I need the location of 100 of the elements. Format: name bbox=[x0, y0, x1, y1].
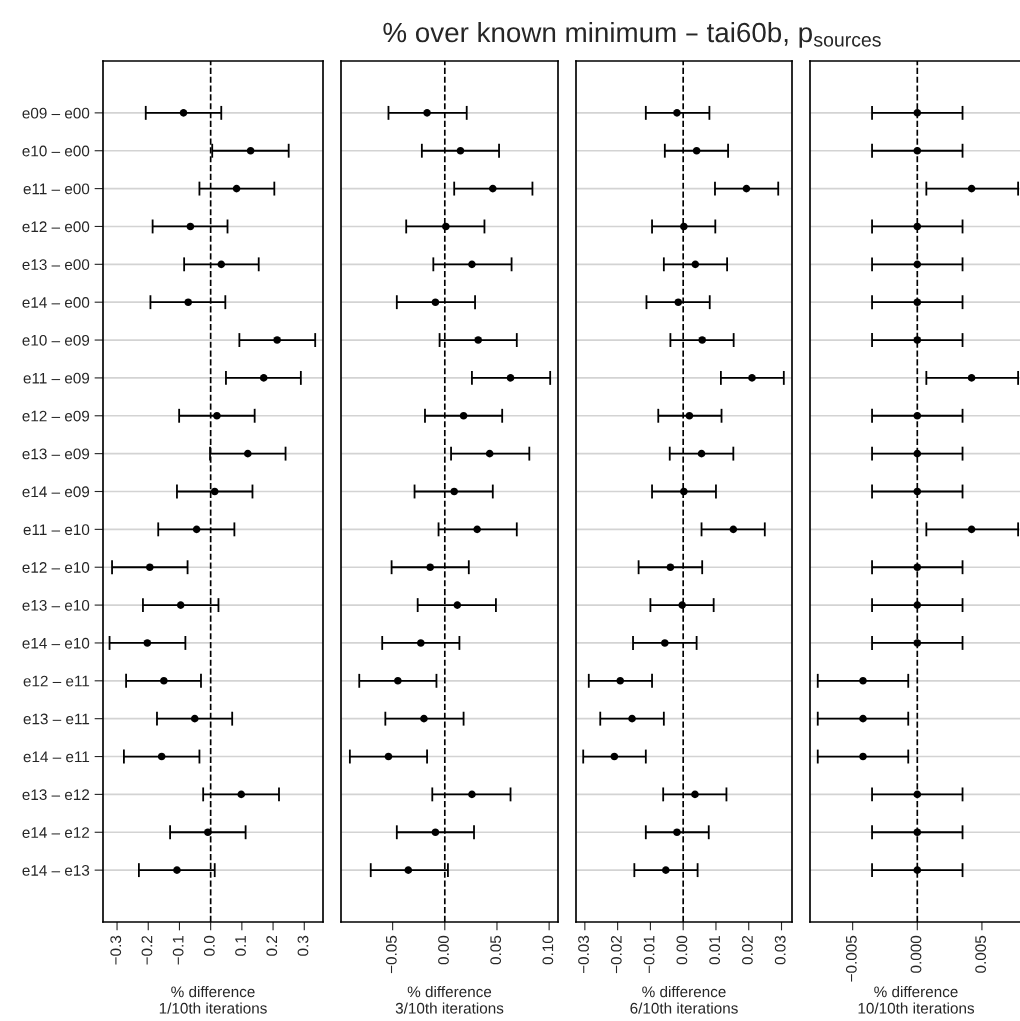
x-tick-label: −0.01 bbox=[643, 935, 655, 974]
point bbox=[616, 677, 625, 685]
x-axis-title: % difference 6/10th iterations bbox=[630, 986, 738, 1014]
x-tick-label: 0.05 bbox=[490, 935, 502, 965]
x-axis-title: % difference 1/10th iterations bbox=[159, 986, 267, 1014]
point bbox=[237, 790, 246, 799]
point bbox=[173, 866, 181, 874]
point bbox=[661, 639, 669, 647]
point bbox=[674, 298, 683, 306]
point bbox=[488, 184, 497, 193]
x-tick-label: −0.1 bbox=[172, 935, 184, 965]
point bbox=[213, 411, 221, 420]
point bbox=[423, 109, 431, 117]
point bbox=[666, 563, 675, 572]
point bbox=[431, 828, 440, 837]
point bbox=[506, 374, 515, 382]
point bbox=[143, 639, 152, 647]
y-tick-label: e13 – e00 bbox=[22, 259, 90, 271]
point bbox=[160, 677, 168, 685]
x-tick-label: −0.02 bbox=[610, 935, 622, 974]
y-tick-label: e11 – e00 bbox=[23, 183, 90, 195]
x-tick-label: 0.00 bbox=[438, 935, 449, 965]
point bbox=[420, 714, 428, 723]
point bbox=[685, 411, 694, 420]
point bbox=[673, 109, 681, 117]
x-axis-title: % difference 3/10th iterations bbox=[395, 986, 504, 1014]
point bbox=[748, 374, 756, 382]
x-tick-label: 0.00 bbox=[676, 935, 688, 965]
point bbox=[453, 601, 462, 609]
y-tick-label: e14 – e11 bbox=[23, 751, 90, 763]
point bbox=[404, 866, 413, 874]
y-tick-label: e14 – e12 bbox=[22, 827, 90, 838]
x-tick-label: 0.10 bbox=[542, 935, 554, 965]
point bbox=[186, 222, 195, 231]
point bbox=[742, 184, 751, 193]
point bbox=[473, 525, 481, 534]
point bbox=[384, 752, 393, 761]
point bbox=[442, 222, 450, 231]
y-tick-label: e11 – e10 bbox=[23, 524, 90, 536]
point bbox=[610, 752, 619, 761]
y-tick-label: e13 – e12 bbox=[22, 789, 90, 801]
x-tick-label: −0.005 bbox=[845, 935, 857, 982]
point bbox=[673, 828, 681, 837]
point bbox=[680, 487, 688, 496]
y-tick-label: e12 – e10 bbox=[22, 562, 90, 573]
x-tick-label: 0.005 bbox=[975, 935, 987, 973]
point bbox=[692, 146, 701, 155]
point bbox=[691, 790, 699, 799]
x-tick-label: 0.01 bbox=[709, 935, 721, 965]
y-tick-label: e11 – e09 bbox=[23, 372, 90, 384]
point bbox=[232, 184, 241, 193]
point bbox=[474, 336, 482, 344]
x-tick-label: 0.2 bbox=[266, 935, 278, 956]
point bbox=[243, 449, 252, 458]
x-tick-label: 0.1 bbox=[235, 935, 246, 956]
point bbox=[204, 828, 212, 837]
y-tick-label: e09 – e00 bbox=[22, 107, 90, 119]
y-tick-label: e14 – e10 bbox=[22, 637, 90, 649]
point bbox=[468, 790, 476, 799]
point bbox=[468, 260, 476, 269]
point bbox=[680, 222, 688, 231]
point bbox=[146, 563, 154, 572]
x-tick-label: −0.03 bbox=[578, 935, 589, 974]
x-tick-label: 0.03 bbox=[774, 935, 786, 965]
point bbox=[192, 525, 201, 534]
y-tick-label: e14 – e13 bbox=[22, 865, 90, 876]
x-tick-label: 0.0 bbox=[203, 935, 215, 956]
point bbox=[697, 449, 706, 458]
point bbox=[417, 639, 425, 647]
y-tick-label: e12 – e11 bbox=[23, 675, 90, 687]
point bbox=[190, 714, 199, 723]
y-tick-label: e14 – e00 bbox=[22, 297, 90, 308]
point bbox=[426, 563, 434, 572]
x-tick-label: 0.02 bbox=[742, 935, 753, 965]
x-tick-label: 0.000 bbox=[910, 935, 922, 973]
point bbox=[179, 109, 188, 117]
point bbox=[662, 866, 670, 874]
point bbox=[456, 146, 465, 155]
x-tick-label: 0.3 bbox=[297, 935, 309, 956]
point bbox=[176, 601, 185, 609]
y-tick-label: e10 – e09 bbox=[22, 334, 90, 346]
point bbox=[273, 336, 281, 344]
x-tick-label: −0.3 bbox=[110, 935, 122, 965]
y-tick-label: e13 – e09 bbox=[22, 448, 90, 460]
point bbox=[485, 449, 494, 458]
point bbox=[210, 487, 219, 496]
point bbox=[691, 260, 700, 269]
point bbox=[394, 677, 402, 685]
y-tick-label: e12 – e00 bbox=[22, 221, 90, 233]
point bbox=[246, 146, 255, 155]
point bbox=[259, 374, 268, 382]
point bbox=[184, 298, 192, 306]
point bbox=[157, 752, 166, 761]
x-tick-label: −0.2 bbox=[141, 935, 153, 965]
point bbox=[628, 714, 636, 723]
point bbox=[431, 298, 440, 306]
y-tick-label: e12 – e09 bbox=[22, 410, 90, 422]
point bbox=[217, 260, 226, 269]
point bbox=[729, 525, 738, 534]
chart-title: % over known minimum – tai60b, p$_{sources}$ bbox=[383, 21, 881, 48]
